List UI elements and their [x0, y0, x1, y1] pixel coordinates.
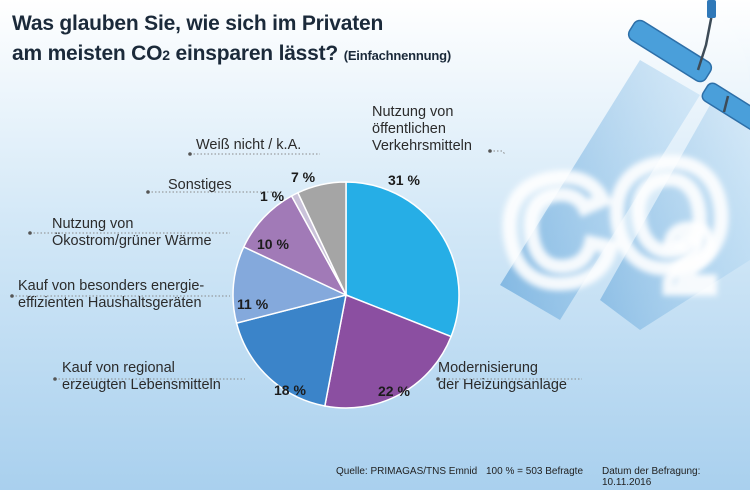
pie-slice	[235, 293, 347, 407]
paint-stroke-1	[500, 60, 700, 320]
title-subscript: 2	[162, 47, 170, 63]
leader-line	[490, 150, 506, 155]
paint-roller-1	[627, 0, 716, 83]
source-note: Quelle: PRIMAGAS/TNS Emnid	[336, 466, 478, 477]
leader-dot	[188, 152, 192, 156]
leader-dot	[53, 377, 57, 381]
slice-label-line: Weiß nicht / k.A.	[196, 137, 302, 153]
pie-slice	[345, 181, 460, 338]
slice-label-line: effizienten Haushaltsgeräten	[18, 295, 202, 311]
slice-label-line: der Heizungsanlage	[438, 377, 567, 393]
title-text: am meisten CO	[12, 42, 163, 65]
slice-percentage: 11 %	[237, 296, 269, 312]
slice-percentage: 7 %	[291, 169, 316, 185]
title-text-end: einsparen lässt?	[169, 42, 339, 65]
slice-label: Kauf von regional erzeugten Lebensmitteln	[62, 360, 221, 394]
chart-title-line-2: am meisten CO2 einsparen lässt? (Einfach…	[12, 42, 451, 66]
slice-percentage: 10 %	[257, 236, 289, 252]
slice-label-line: Verkehrsmitteln	[372, 138, 472, 154]
pie-slice	[323, 293, 453, 409]
slice-label-line: Modernisierung	[438, 360, 538, 376]
base-note: 100 % = 503 Befragte	[486, 466, 584, 477]
slice-label: Nutzung von öffentlichen Verkehrsmitteln	[372, 104, 472, 155]
slice-label-line: Nutzung von	[52, 216, 134, 232]
slice-label-line: Nutzung von	[372, 104, 454, 120]
slice-label: Nutzung von Ökostrom/grüner Wärme	[52, 216, 212, 250]
slice-label: Weiß nicht / k.A.	[196, 137, 301, 154]
paint-stroke-2	[600, 105, 750, 330]
co2-cloud-text: CO	[493, 124, 739, 322]
slice-percentage: 22 %	[378, 383, 410, 399]
pie-slice	[232, 245, 349, 325]
slice-label: Kauf von besonders energie-effizienten H…	[18, 278, 204, 312]
slice-label-line: öffentlichen	[372, 121, 446, 137]
pie-slice	[242, 194, 348, 297]
slice-label-line: Sonstiges	[168, 177, 232, 193]
leader-dot	[28, 231, 32, 235]
slice-percentage: 18 %	[274, 382, 306, 398]
leader-dot	[146, 190, 150, 194]
slice-label: Modernisierung der Heizungsanlage	[438, 360, 567, 394]
leader-dot	[10, 294, 14, 298]
pie-slice	[296, 181, 347, 296]
paint-roller-2	[701, 82, 750, 134]
slice-label-line: Ökostrom/grüner Wärme	[52, 233, 212, 249]
leader-dot	[488, 149, 492, 153]
slice-label-line: Kauf von regional	[62, 360, 175, 376]
slice-label-line: Kauf von besonders energie-	[18, 278, 205, 294]
leader-dot	[436, 377, 440, 381]
title-note: (Einfachnennung)	[343, 48, 451, 63]
slice-label-line: erzeugten Lebensmitteln	[62, 377, 221, 393]
date-note: Datum der Befragung: 10.11.2016	[602, 466, 701, 488]
slice-percentage: 1 %	[260, 188, 285, 204]
slice-label: Sonstiges	[168, 177, 232, 194]
chart-title-line-1: Was glauben Sie, wie sich im Privaten	[12, 12, 384, 35]
co2-cloud-subscript: 2	[665, 210, 715, 310]
slice-percentage: 31 %	[388, 172, 420, 188]
